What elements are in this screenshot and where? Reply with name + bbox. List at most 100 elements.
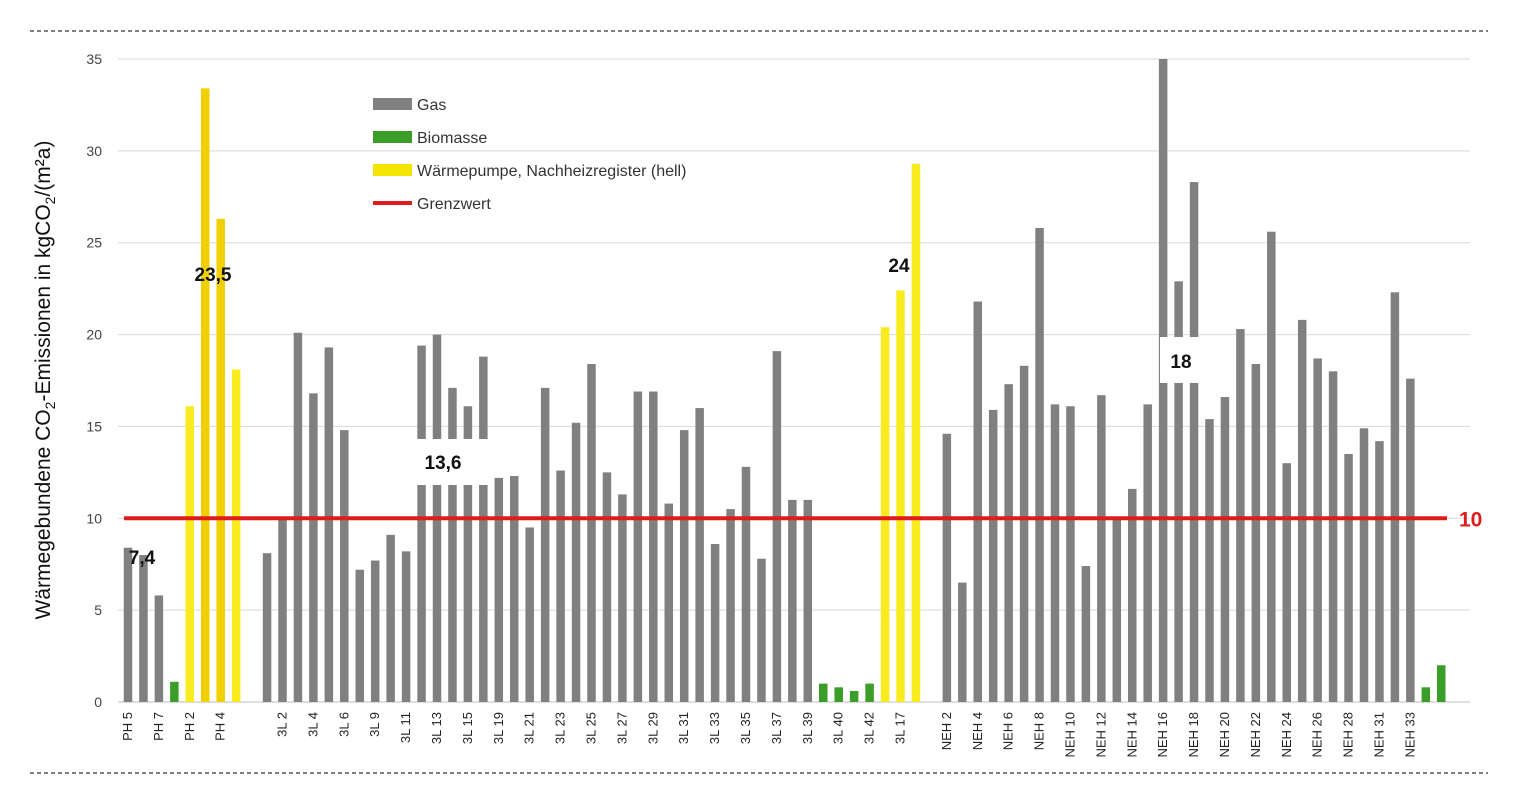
bars <box>123 59 1446 703</box>
x-category-label: NEH 22 <box>1248 712 1263 758</box>
x-category-label: 3L 4 <box>305 712 320 737</box>
bar-gas <box>664 503 673 702</box>
bar-bio <box>1437 665 1446 702</box>
bar-gas <box>386 534 395 702</box>
bar-gas <box>1375 441 1384 702</box>
bar-gas <box>741 466 751 702</box>
bar-gas <box>1406 378 1415 702</box>
x-category-label: 3L 27 <box>614 712 629 744</box>
bar-wp_light <box>896 290 905 702</box>
bar-wp_light <box>185 406 195 702</box>
bar-gas <box>618 494 627 702</box>
x-category-label: PH 7 <box>151 712 166 741</box>
bar-gas <box>540 387 550 702</box>
x-category-label: NEH 6 <box>1001 712 1016 750</box>
bar-gas <box>1189 182 1199 703</box>
bar-gas <box>370 560 380 702</box>
x-category-label: 3L 35 <box>738 712 753 744</box>
annotation-label: 24 <box>888 256 910 277</box>
bar-bio <box>834 687 843 702</box>
legend-swatch <box>373 131 412 143</box>
bar-gas <box>1019 365 1029 702</box>
x-category-label: 3L 31 <box>676 712 691 744</box>
annotation-mask <box>1160 337 1206 383</box>
bar-gas <box>1390 292 1400 702</box>
bar-gas <box>525 527 534 702</box>
annotation-label: 23,5 <box>195 265 232 286</box>
bar-gas <box>695 408 704 702</box>
y-tick-label: 35 <box>86 51 102 67</box>
bar-gas <box>679 430 689 702</box>
ylabel-part: Wärmegebundene CO <box>32 409 55 619</box>
bar-gas <box>1220 397 1230 702</box>
bar-bio <box>1421 687 1431 702</box>
x-category-label: 3L 29 <box>645 712 660 744</box>
bar-gas <box>1297 319 1307 702</box>
ylabel-part: -Emissionen in kgCO <box>32 204 55 401</box>
bar-gas <box>1050 404 1060 702</box>
bar-gas <box>262 553 272 702</box>
x-category-label: 3L 19 <box>491 712 506 744</box>
y-tick-label: 15 <box>86 418 102 434</box>
x-category-label: 3L 39 <box>800 712 815 744</box>
x-category-label: NEH 24 <box>1279 712 1294 758</box>
bar-gas <box>1313 358 1322 702</box>
x-category-label: 3L 6 <box>336 712 351 737</box>
x-category-label: 3L 33 <box>707 712 722 744</box>
bar-gas <box>340 430 349 702</box>
bar-bio <box>849 690 859 702</box>
ylabel-subscript: 2 <box>42 401 58 409</box>
ylabel-subscript: 2 <box>42 196 58 204</box>
legend-swatch <box>373 98 412 110</box>
bar-gas <box>1004 384 1013 702</box>
x-category-label: PH 2 <box>182 712 197 741</box>
bar-bio <box>819 683 828 702</box>
grenzwert-value-label: 10 <box>1459 508 1482 531</box>
bar-gas <box>1251 363 1261 702</box>
bar-gas <box>494 477 504 702</box>
bar-gas <box>1328 371 1338 702</box>
bar-gas <box>309 393 318 702</box>
x-category-label: 3L 2 <box>275 712 290 737</box>
annotation-label: 7,4 <box>129 548 156 569</box>
bar-wp_light <box>880 327 890 702</box>
bar-gas <box>1359 428 1369 702</box>
x-category-label: NEH 10 <box>1062 712 1077 758</box>
bar-wp <box>201 88 210 702</box>
bar-gas <box>154 595 164 702</box>
bar-gas <box>355 569 364 702</box>
x-category-label: NEH 18 <box>1186 712 1201 758</box>
bar-gas <box>1143 404 1152 702</box>
y-axis-ticks: 0 5 10 15 20 25 30 35 <box>86 51 102 710</box>
bar-gas <box>973 301 982 702</box>
bar-gas <box>772 351 782 702</box>
bar-gas <box>1097 395 1106 702</box>
x-category-label: NEH 33 <box>1402 712 1417 758</box>
bar-gas <box>942 433 952 702</box>
bar-gas <box>571 422 581 702</box>
bar-gas <box>1112 518 1122 702</box>
bar-gas <box>417 345 426 702</box>
bar-gas <box>401 551 411 702</box>
bar-gas <box>1174 281 1183 702</box>
annotation-masks <box>415 337 1206 485</box>
x-category-label: 3L 40 <box>831 712 846 744</box>
bar-gas <box>278 518 287 702</box>
bar-wp_light <box>911 163 921 702</box>
bar-gas <box>510 476 519 702</box>
legend-label: Grenzwert <box>417 196 491 213</box>
x-category-label: NEH 31 <box>1371 712 1386 758</box>
bar-gas <box>757 558 766 702</box>
y-tick-label: 10 <box>86 510 102 526</box>
bar-bio <box>865 683 874 702</box>
bar-gas <box>1205 419 1214 702</box>
legend-swatch <box>373 164 412 176</box>
bar-gas <box>587 363 596 702</box>
bar-gas <box>123 547 133 702</box>
bar-gas <box>448 387 457 702</box>
y-tick-label: 25 <box>86 235 102 251</box>
annotation-label: 18 <box>1170 352 1191 373</box>
bar-wp_light <box>231 369 241 702</box>
x-category-label: PH 5 <box>120 712 135 741</box>
x-axis-labels: PH 5 PH 7 PH 2 PH 4 3L 2 3L 4 3L 6 3L 9 3L 11 3L … <box>120 712 1417 758</box>
